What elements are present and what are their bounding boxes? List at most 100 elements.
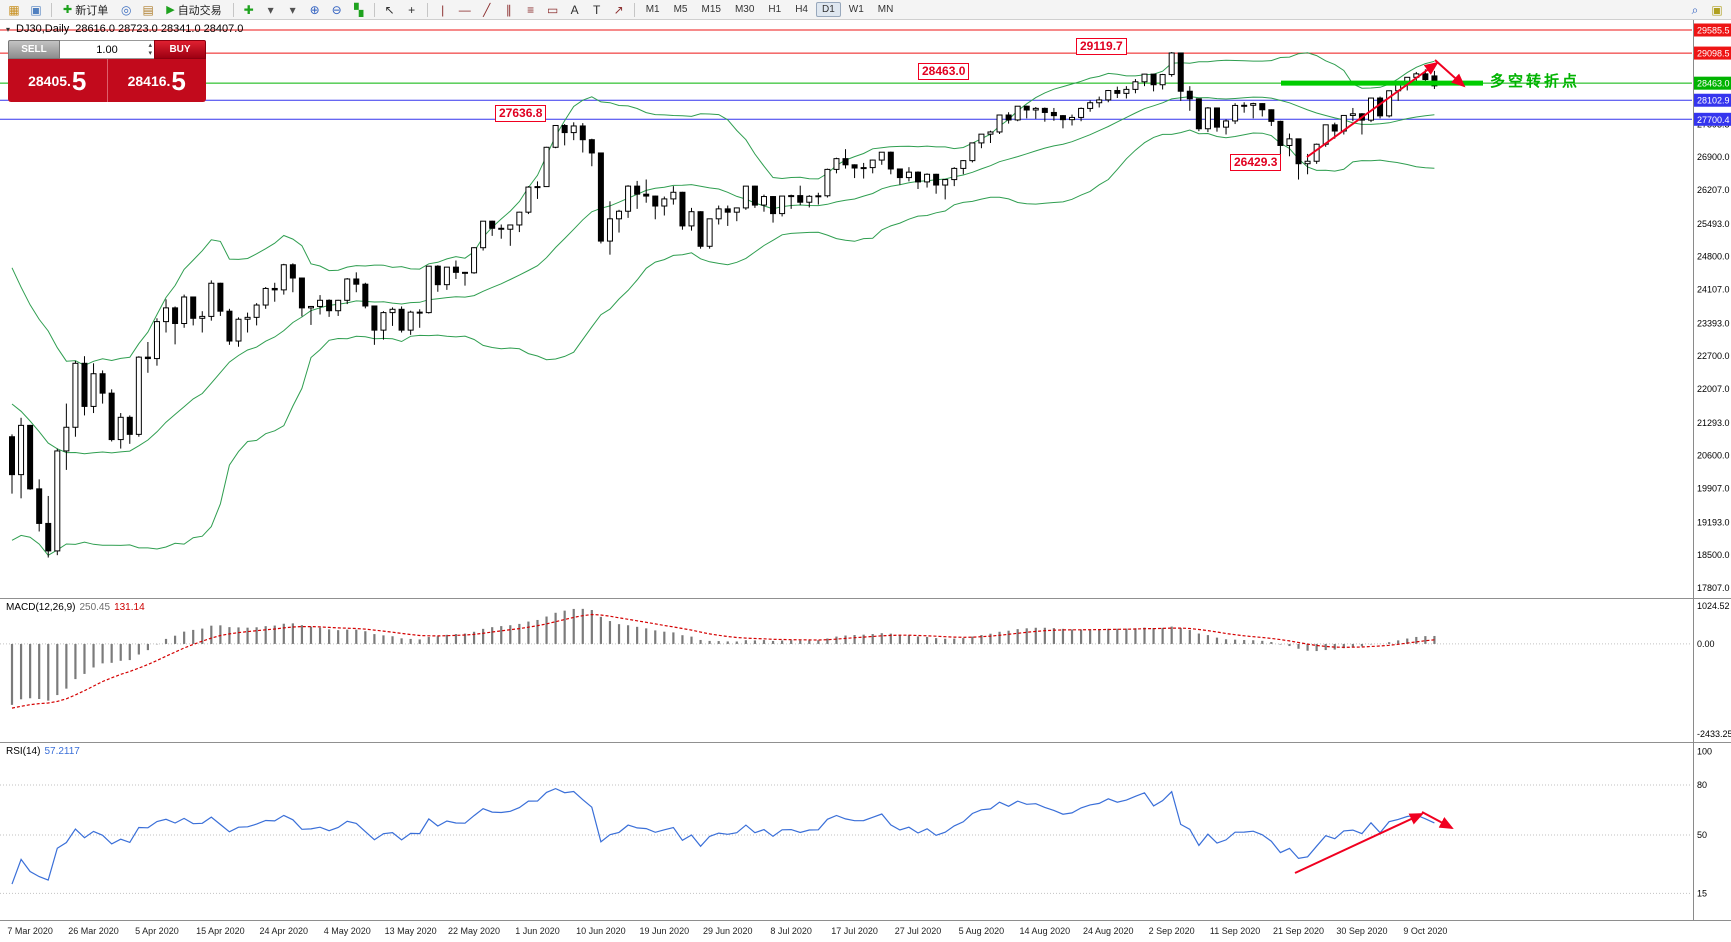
date-axis-label: 14 Aug 2020 [1019,926,1071,936]
volume-down-icon[interactable]: ▾ [148,50,152,57]
auto-trading-button[interactable]: ▶ 自动交易 [160,2,227,18]
symbol-name: DJ30,Daily [16,23,70,35]
price-axis-label: 26207.0 [1697,185,1730,195]
macd-histogram [10,608,1436,705]
one-click-collapse-icon[interactable]: ▾ [6,24,11,34]
rsi-indicator-label: RSI(14) 57.2117 [6,746,80,757]
zoom-in-icon[interactable]: ⊕ [309,2,320,17]
horizontal-line-icon[interactable]: — [458,2,471,17]
price-annotation-label[interactable]: 29119.7 [1076,38,1127,55]
rsi-axis-label: 80 [1697,780,1707,790]
price-axis-label: 19193.0 [1697,517,1730,527]
sell-button[interactable]: SELL [8,40,60,59]
shapes-icon[interactable]: ▭ [547,2,559,17]
timeframe-d1[interactable]: D1 [816,2,841,17]
timeframe-m15[interactable]: M15 [701,4,721,15]
text-icon[interactable]: A [570,2,579,17]
price-axis-label: 22007.0 [1697,384,1730,394]
volume-spinner[interactable]: ▴ ▾ [148,42,152,58]
new-chart-icon[interactable]: ▦ [8,2,20,17]
trend-arrow[interactable] [1421,811,1454,829]
trend-arrow[interactable] [1306,61,1439,158]
rsi-axis-label: 15 [1697,888,1707,898]
price-marker-box [1694,23,1731,37]
timeframe-mn[interactable]: MN [877,4,894,15]
zoom-out-icon[interactable]: ⊖ [331,2,342,17]
fibonacci-icon[interactable]: ≡ [527,2,535,17]
ask-price[interactable]: 28416. 5 [108,59,207,102]
channel-icon[interactable]: ∥ [505,2,512,17]
timeframe-m5[interactable]: M5 [673,4,688,15]
rsi-axis-label: 100 [1697,747,1712,757]
date-axis-label: 24 Apr 2020 [259,926,309,936]
candlesticks[interactable] [9,52,1438,558]
rsi-panel[interactable]: 100 80 50 15 [0,742,1731,920]
price-axis-label: 22700.0 [1697,351,1730,361]
arrow-object-icon[interactable]: ↗ [613,2,624,17]
price-marker-label: 29585.5 [1697,26,1730,36]
date-axis-label: 17 Jul 2020 [831,926,878,936]
ask-main-digits: 28416. [127,72,171,89]
price-marker-label: 27700.4 [1697,115,1730,125]
price-marker-box [1694,76,1731,90]
auto-trading-button-icon: ▶ [166,4,175,16]
price-axis-label: 23393.0 [1697,318,1730,328]
buy-button[interactable]: BUY [154,40,206,59]
add-indicator-icon[interactable]: ✚ [243,2,254,17]
toolbar-separator [633,2,635,17]
mql5-wizard-icon[interactable]: ◎ [120,2,132,17]
price-marker-label: 28463.0 [1697,79,1730,89]
date-axis-label: 11 Sep 2020 [1209,926,1261,936]
price-chart[interactable]: 27593.526900.026207.025493.024800.024107… [0,20,1731,598]
vertical-line-icon[interactable]: | [441,2,445,17]
profiles-icon[interactable]: ▣ [30,2,42,17]
price-axis-label: 17807.0 [1697,583,1730,593]
trendline-icon[interactable]: ╱ [483,2,491,17]
turning-point-note[interactable]: 多空转折点 [1490,73,1581,90]
date-axis[interactable]: 7 Mar 2020 26 Mar 2020 5 Apr 2020 15 Apr 20… [0,920,1731,942]
macd-panel[interactable]: 1024.52 0.00 -2433.25 [0,598,1731,742]
tile-windows-icon[interactable]: ▚ [354,2,364,17]
timeframe-h1[interactable]: H1 [768,4,782,15]
trend-arrow[interactable] [1294,813,1424,874]
new-order-button-label: 新订单 [75,4,109,17]
search-icon[interactable]: ⌕ [1691,2,1699,17]
volume-value: 1.00 [96,43,118,56]
indicator-dropdown-icon[interactable]: ▾ [267,2,274,17]
timeframe-m1[interactable]: M1 [645,4,660,15]
one-click-trading-panel: SELL 1.00 ▴ ▾ BUY 28405. 5 28416. 5 [8,40,206,102]
date-axis-label: 10 Jun 2020 [576,926,626,936]
price-marker-label: 29098.5 [1697,49,1730,59]
price-annotation-label[interactable]: 26429.3 [1230,154,1282,171]
cursor-icon[interactable]: ↖ [384,2,395,17]
template-dropdown-icon[interactable]: ▾ [289,2,296,17]
macd-axis-label: 1024.52 [1697,601,1730,611]
macd-signal-value: 131.14 [114,602,145,613]
date-axis-label: 29 Jun 2020 [702,926,753,936]
date-axis-label: 19 Jun 2020 [639,926,690,936]
date-axis-label: 30 Sep 2020 [1336,926,1388,936]
new-order-button[interactable]: ✚ 新订单 [57,2,114,18]
timeframe-w1[interactable]: W1 [848,4,864,15]
bid-price[interactable]: 28405. 5 [8,59,108,102]
date-axis-label: 5 Apr 2020 [135,926,179,936]
price-annotation-label[interactable]: 28463.0 [918,63,970,80]
label-icon[interactable]: T [593,2,601,17]
timeframe-h4[interactable]: H4 [795,4,808,15]
price-annotation-label[interactable]: 27636.8 [495,105,547,122]
community-icon[interactable]: ▣ [1711,2,1723,17]
rsi-axis-label: 50 [1697,830,1707,840]
crosshair-icon[interactable]: + [408,2,416,17]
macd-main-value: 250.45 [79,602,111,613]
trend-arrow[interactable] [1434,59,1466,88]
rsi-name: RSI(14) [6,746,41,757]
volume-up-icon[interactable]: ▴ [148,42,152,49]
timeframe-m30[interactable]: M30 [734,4,755,15]
toolbar-separator [51,2,52,17]
date-axis-label: 4 May 2020 [323,926,371,936]
bollinger-lower-band [11,129,1435,556]
toolbar-separator [373,2,375,17]
data-window-icon[interactable]: ▤ [142,2,154,17]
volume-input[interactable]: 1.00 ▴ ▾ [60,40,154,59]
